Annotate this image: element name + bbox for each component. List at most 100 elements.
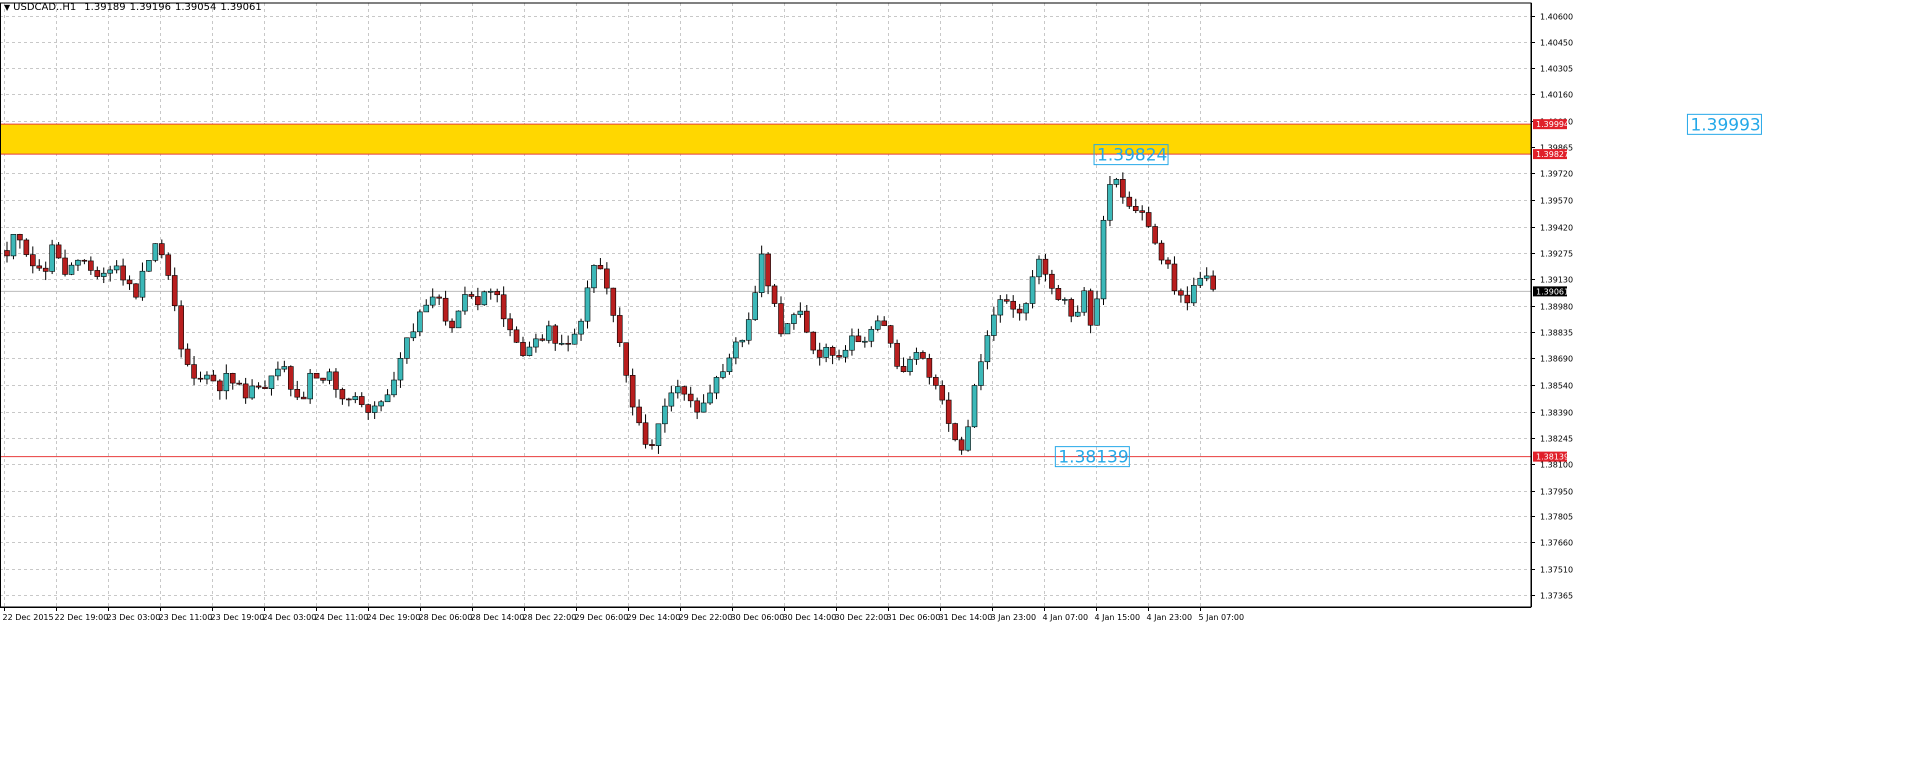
candle-body: [391, 379, 397, 396]
candle-body: [662, 405, 668, 425]
time-axis-label: 24 Dec 19:00: [367, 613, 421, 622]
candle-body: [494, 290, 501, 296]
time-axis-label: 24 Dec 03:00: [263, 613, 317, 622]
supply-zone: [0, 123, 1531, 458]
candle-body: [803, 310, 810, 333]
candle-body: [1139, 210, 1145, 213]
time-axis-label: 4 Jan 15:00: [1095, 613, 1141, 622]
candle-body: [758, 253, 765, 293]
time-axis-label: 29 Dec 14:00: [627, 613, 681, 622]
candle-body: [378, 401, 384, 407]
candle-body: [442, 297, 449, 322]
candle-body: [610, 287, 617, 316]
price-axis-label: 1.38100: [1540, 461, 1573, 470]
price-axis-label: 1.37950: [1540, 488, 1573, 497]
time-axis-label: 4 Jan 23:00: [1147, 613, 1193, 622]
candle-body: [229, 373, 236, 384]
time-axis-label: 29 Dec 22:00: [679, 613, 733, 622]
candle-body: [281, 366, 288, 370]
candle-body: [120, 265, 126, 281]
candle-body: [629, 375, 636, 408]
candle-body: [113, 265, 120, 271]
time-axis-label: 23 Dec 03:00: [107, 613, 161, 622]
candle-body: [700, 402, 707, 413]
candle-body: [1197, 277, 1204, 286]
candle-body: [707, 392, 713, 404]
price-axis-label: 1.38245: [1540, 435, 1573, 444]
price-axis-label: 1.39865: [1540, 144, 1573, 153]
candle-body: [320, 377, 326, 381]
candle-body: [139, 270, 146, 298]
candle-body: [997, 299, 1004, 316]
price-axis-label: 1.38690: [1540, 355, 1573, 364]
candle-body: [713, 377, 720, 394]
candle-body: [429, 296, 436, 306]
candle-body: [907, 359, 913, 372]
chart-menu-arrow-icon[interactable]: ▼: [4, 3, 11, 12]
candle-body: [726, 357, 733, 373]
time-axis-label: 22 Dec 19:00: [55, 613, 109, 622]
time-axis-label: 4 Jan 07:00: [1043, 613, 1089, 622]
price-axis-label: 1.37805: [1540, 513, 1573, 522]
axes: 1.406001.404501.403051.401601.400101.398…: [0, 2, 1573, 622]
price-annotation-box: [1686, 113, 1762, 135]
candle-body: [1152, 226, 1158, 244]
candle-body: [210, 374, 217, 382]
candle-body: [481, 291, 488, 306]
time-axis-label: 28 Dec 22:00: [523, 613, 577, 622]
candle-body: [36, 265, 43, 269]
candle-body: [655, 423, 662, 446]
symbol-label: USDCAD..H1: [13, 2, 77, 13]
candle-body: [455, 310, 462, 329]
current-price-tag-bg: [1533, 286, 1567, 297]
candle-body: [184, 348, 191, 365]
candle-body: [333, 371, 339, 390]
time-axis-label: 30 Dec 06:00: [731, 613, 785, 622]
candle-body: [720, 371, 726, 378]
candle-body: [133, 283, 139, 298]
candle-body: [765, 253, 771, 287]
candle-body: [62, 257, 68, 275]
candle-body: [1191, 284, 1197, 304]
candle-body: [1100, 219, 1107, 300]
candle-body: [146, 260, 152, 272]
time-axis-label: 31 Dec 06:00: [887, 613, 941, 622]
price-axis-label: 1.38540: [1540, 382, 1573, 391]
candle-body: [616, 315, 623, 343]
candle-body: [100, 272, 107, 277]
candle-body: [1003, 299, 1010, 302]
candle-body: [926, 358, 933, 378]
price-axis-label: 1.40600: [1540, 13, 1573, 22]
ohlc-high: 1.39196: [129, 2, 172, 13]
level-tag-bg: [1533, 119, 1567, 130]
candle-body: [920, 352, 926, 359]
candle-body: [68, 264, 75, 275]
candle-body: [745, 319, 752, 341]
candle-body: [397, 357, 404, 381]
candle-body: [371, 405, 378, 413]
candles: [4, 172, 1216, 455]
candle-body: [404, 337, 410, 359]
price-axis-label: 1.38390: [1540, 409, 1573, 418]
candle-body: [75, 259, 81, 266]
candle-body: [1120, 179, 1126, 198]
candle-body: [268, 375, 275, 389]
candle-body: [255, 385, 262, 388]
candle-body: [1036, 258, 1042, 278]
candle-body: [668, 392, 675, 407]
candle-body: [862, 340, 868, 343]
candle-body: [507, 318, 513, 331]
candle-body: [1016, 308, 1023, 314]
grid: [0, 3, 1531, 607]
candle-body: [1029, 276, 1036, 304]
time-axis-label: 24 Dec 11:00: [315, 613, 369, 622]
candle-body: [1062, 299, 1068, 301]
candle-body: [410, 331, 417, 339]
level-tag-bg: [1533, 149, 1567, 160]
candle-body: [423, 304, 430, 313]
candle-body: [836, 355, 842, 358]
candle-body: [565, 342, 571, 345]
time-axis-label: 30 Dec 22:00: [835, 613, 889, 622]
